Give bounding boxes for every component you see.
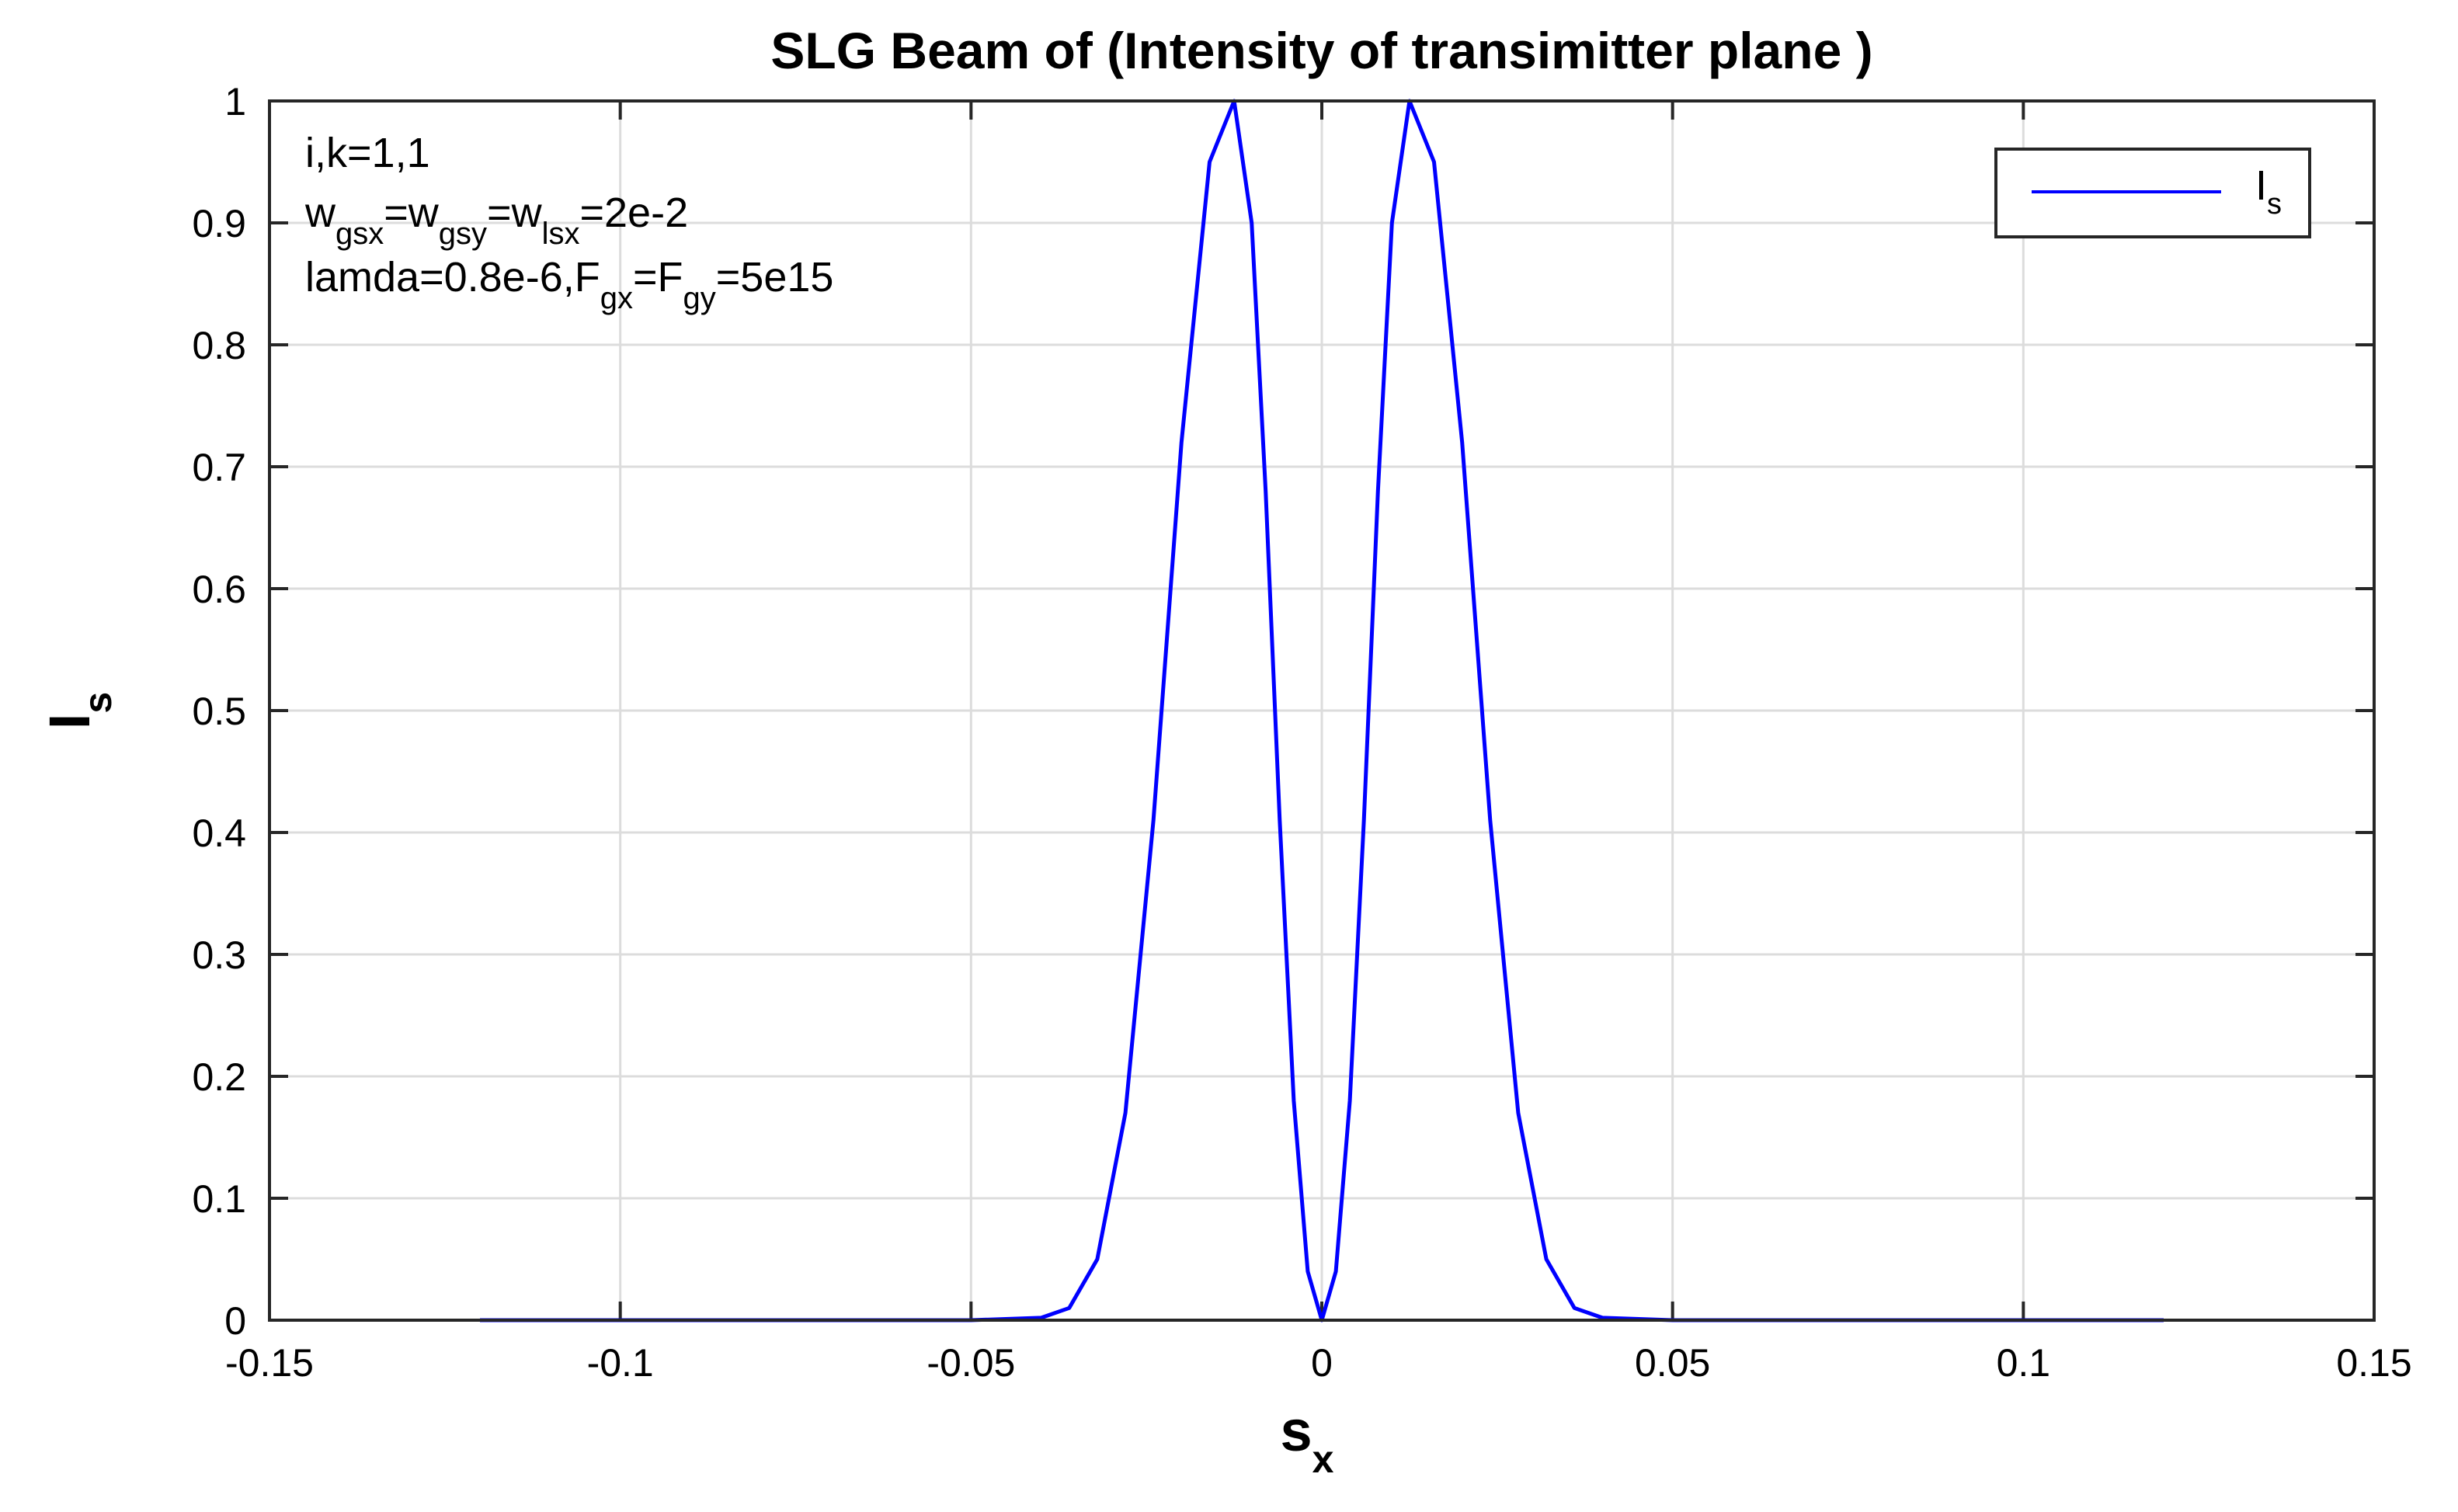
annotation-line: lamda=0.8e-6,Fgx=Fgy=5e15	[305, 254, 833, 315]
annotation-text: =w	[384, 189, 440, 236]
x-tick-label: -0.05	[927, 1341, 1015, 1385]
annotation-text: =5e15	[716, 254, 834, 301]
annotation-text: =2e-2	[579, 189, 688, 236]
y-tick-label: 0.1	[192, 1177, 246, 1221]
annotation-subscript: gsx	[335, 217, 384, 251]
annotation-subscript: lsx	[542, 217, 580, 251]
x-tick-label: -0.1	[587, 1341, 654, 1385]
legend: Is	[1994, 148, 2311, 238]
annotation-text: lamda=0.8e-6,F	[305, 254, 600, 301]
y-tick-label: 0.2	[192, 1055, 246, 1099]
y-tick-label: 0.8	[192, 324, 246, 367]
annotation-subscript: gy	[683, 281, 716, 315]
x-tick-label: 0.05	[1635, 1341, 1710, 1385]
grid	[269, 101, 2374, 1320]
y-tick-label: 0.6	[192, 568, 246, 611]
y-tick-label: 0.5	[192, 690, 246, 733]
annotation-subscript: gx	[600, 281, 633, 315]
y-axis-label: Is	[37, 692, 120, 729]
chart-title: SLG Beam of (Intensity of transimitter p…	[770, 22, 1872, 79]
annotation-text: w	[304, 189, 336, 236]
y-axis-label-main: I	[37, 714, 102, 730]
annotation-subscript: gsy	[439, 217, 487, 251]
y-tick-label: 1	[224, 80, 246, 123]
y-axis-label-sub: s	[76, 692, 120, 714]
tick-labels: -0.15 -0.1 -0.05 0 0.05 0.1 0.15 0 0.1 0.2 0.3 0.4 0…	[192, 80, 2411, 1385]
x-axis-label-sub: x	[1312, 1437, 1334, 1481]
annotation-line: i,k=1,1	[305, 130, 430, 176]
x-tick-label: 0.15	[2336, 1341, 2411, 1385]
legend-label-sub: s	[2267, 188, 2282, 221]
y-tick-label: 0	[224, 1299, 246, 1343]
y-tick-label: 0.4	[192, 812, 246, 855]
annotation-text: =F	[633, 254, 683, 301]
y-tick-label: 0.3	[192, 933, 246, 977]
y-tick-label: 0.7	[192, 446, 246, 489]
annotation-line: wgsx=wgsy=wlsx=2e-2	[304, 189, 688, 251]
x-tick-label: 0	[1311, 1341, 1333, 1385]
annotation-text: i,k=1,1	[305, 130, 430, 176]
x-axis-label: sx	[1281, 1399, 1334, 1481]
legend-label-main: I	[2255, 162, 2267, 209]
annotation-text: =w	[487, 189, 543, 236]
legend-label: Is	[2255, 162, 2282, 221]
x-axis-label-main: s	[1281, 1399, 1312, 1463]
x-tick-label: -0.15	[225, 1341, 314, 1385]
axis-ticks	[268, 99, 2376, 1322]
x-tick-label: 0.1	[1997, 1341, 2051, 1385]
parameter-annotation: i,k=1,1wgsx=wgsy=wlsx=2e-2lamda=0.8e-6,F…	[304, 130, 833, 315]
plot-frame	[268, 99, 2376, 1322]
y-tick-label: 0.9	[192, 202, 246, 245]
